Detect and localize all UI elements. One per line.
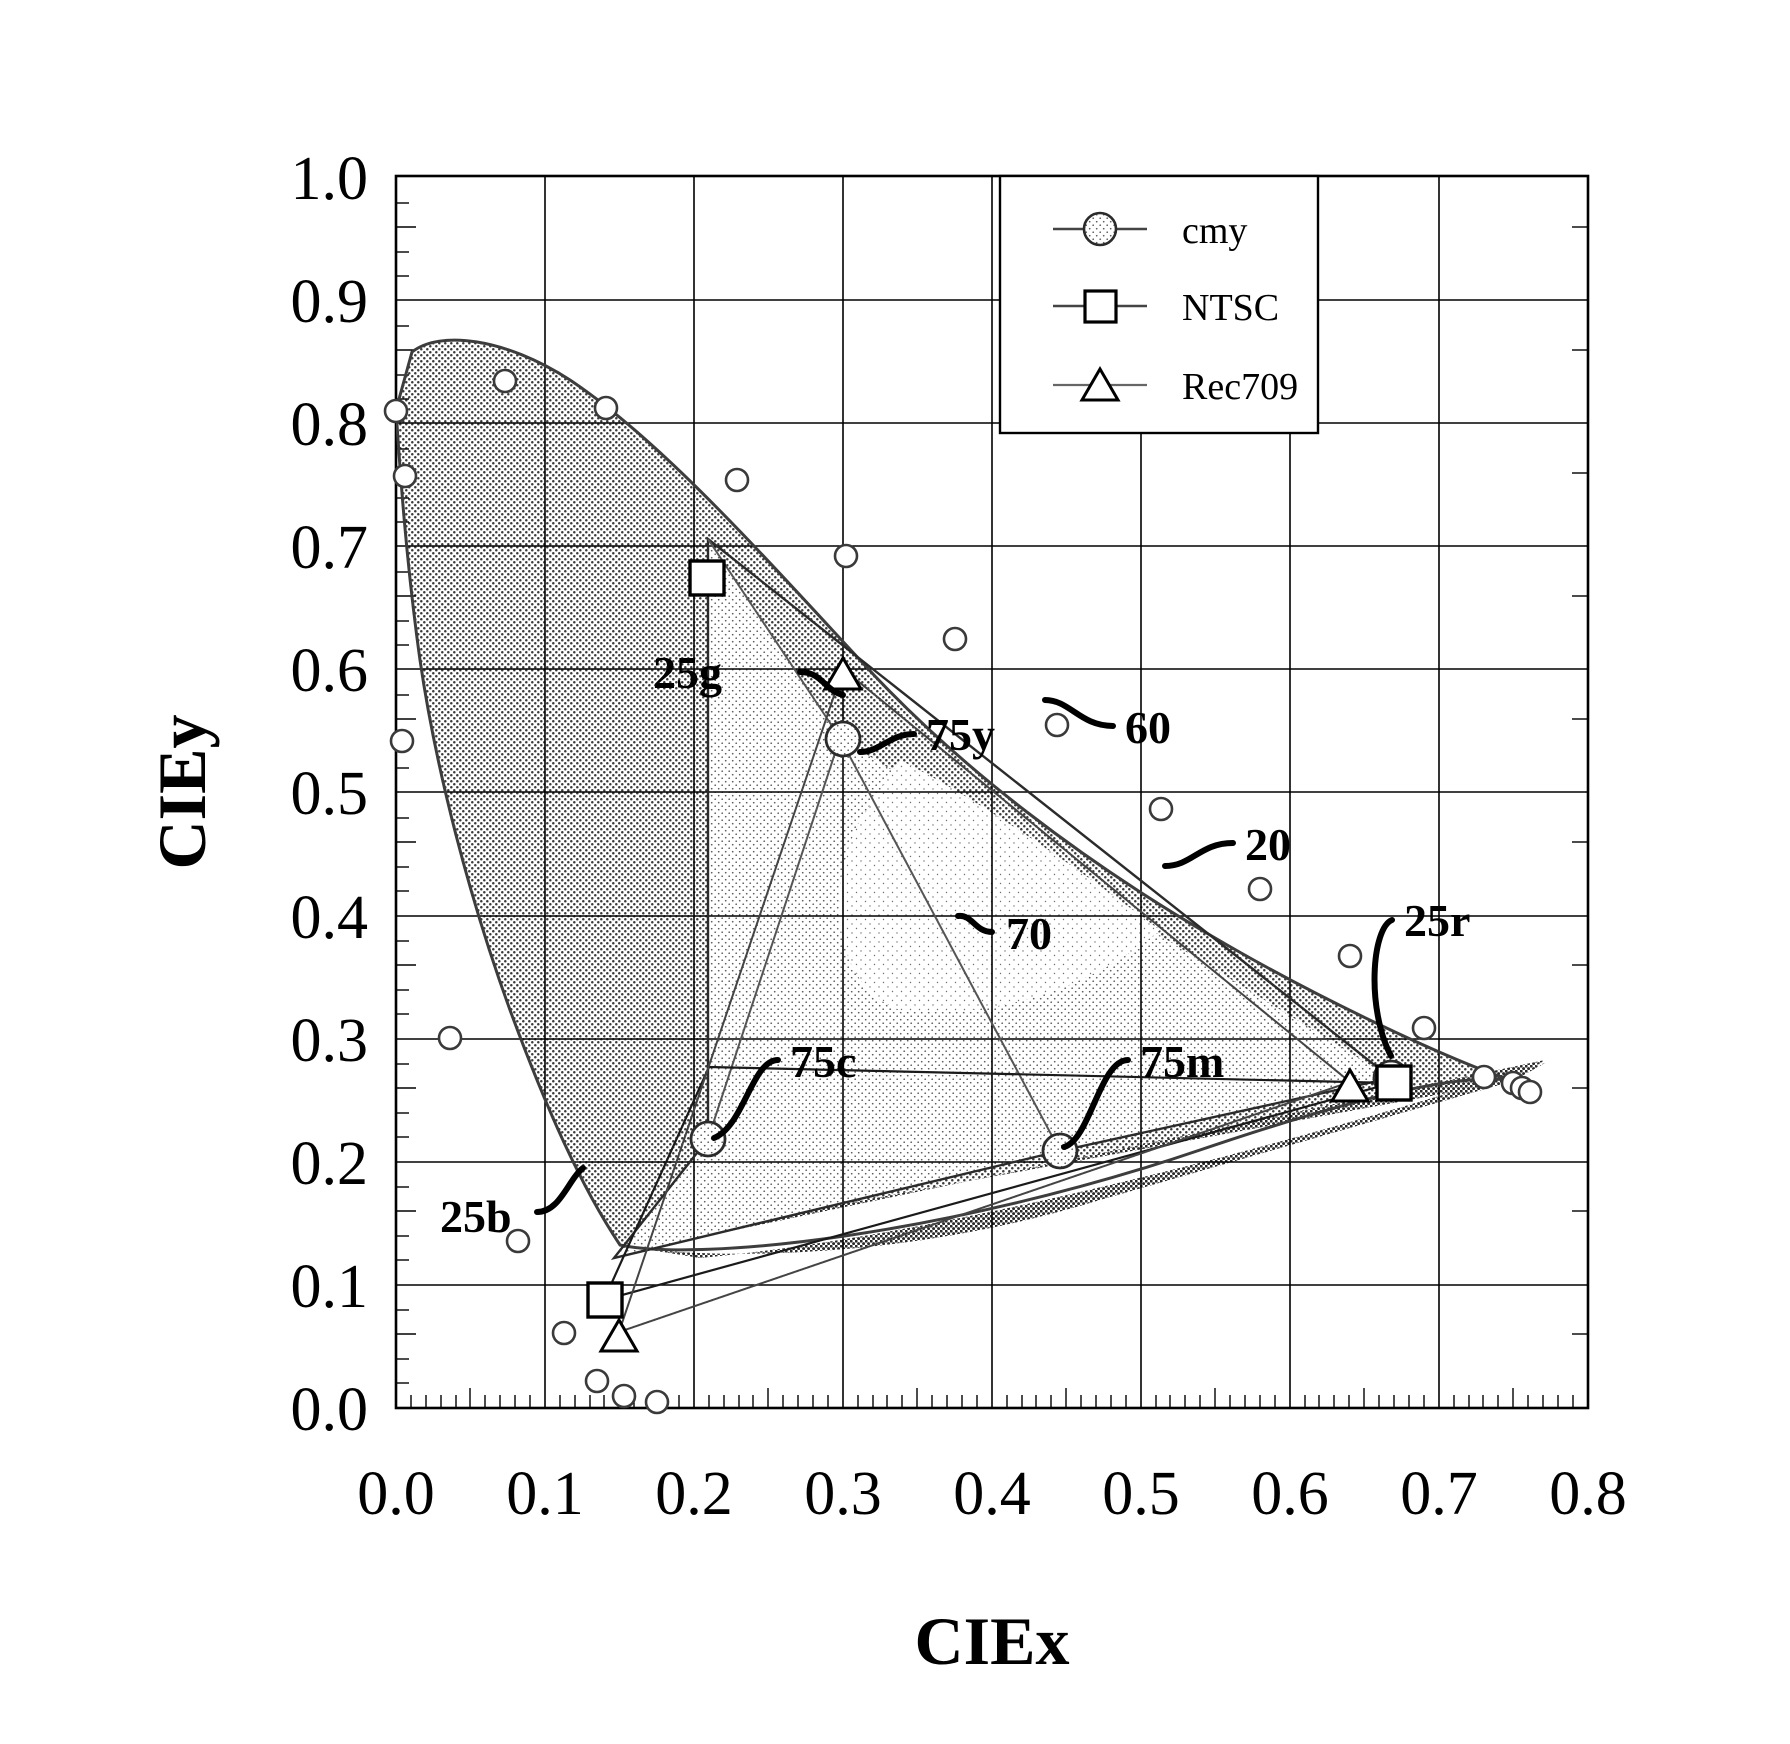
y-tick-10: 1.0 [291,145,369,213]
x-tick-2: 0.2 [655,1460,733,1528]
y-tick-1: 0.1 [291,1253,369,1321]
filled-circle-icon [1084,213,1116,245]
annotation-20: 20 [1245,819,1291,870]
annotation-25g: 25g [653,647,722,698]
y-tick-0: 0.0 [291,1376,369,1444]
annotation-60: 60 [1125,702,1171,753]
annotation-25r: 25r [1404,895,1470,946]
cie-chromaticity-chart: cmy NTSC Rec709 25g 60 75y 20 70 25r 75c… [0,0,1790,1744]
x-tick-labels: 0.0 0.1 0.2 0.3 0.4 0.5 0.6 0.7 0.8 [357,1460,1627,1528]
y-tick-7: 0.7 [291,514,369,582]
x-tick-0: 0.0 [357,1460,435,1528]
y-tick-9: 0.9 [291,268,369,336]
y-tick-3: 0.3 [291,1007,369,1075]
y-tick-6: 0.6 [291,637,369,705]
x-tick-8: 0.8 [1549,1460,1627,1528]
x-tick-6: 0.6 [1251,1460,1329,1528]
legend-label-rec709: Rec709 [1182,366,1298,408]
x-tick-4: 0.4 [953,1460,1031,1528]
y-tick-8: 0.8 [291,391,369,459]
legend[interactable]: cmy NTSC Rec709 [1000,176,1318,433]
cmy-point-75y [826,722,860,756]
annotation-75y: 75y [926,709,995,760]
chart-figure: cmy NTSC Rec709 25g 60 75y 20 70 25r 75c… [0,0,1790,1744]
x-axis-title: CIEx [915,1603,1070,1679]
y-tick-4: 0.4 [291,884,369,952]
y-tick-2: 0.2 [291,1130,369,1198]
ntsc-point-blue [588,1283,622,1317]
cmy-point-75c [691,1122,725,1156]
x-tick-7: 0.7 [1400,1460,1478,1528]
ntsc-point-red [1377,1066,1411,1100]
open-square-icon [1085,291,1116,322]
x-tick-5: 0.5 [1102,1460,1180,1528]
y-axis-title: CIEy [144,715,220,870]
x-tick-1: 0.1 [506,1460,584,1528]
x-tick-3: 0.3 [804,1460,882,1528]
annotation-25b: 25b [440,1191,512,1242]
legend-label-cmy: cmy [1182,210,1247,252]
annotation-70: 70 [1006,908,1052,959]
legend-label-ntsc: NTSC [1182,287,1279,329]
y-tick-5: 0.5 [291,760,369,828]
annotation-75c: 75c [790,1036,856,1087]
ntsc-point-green [690,561,724,595]
annotation-75m: 75m [1140,1036,1224,1087]
